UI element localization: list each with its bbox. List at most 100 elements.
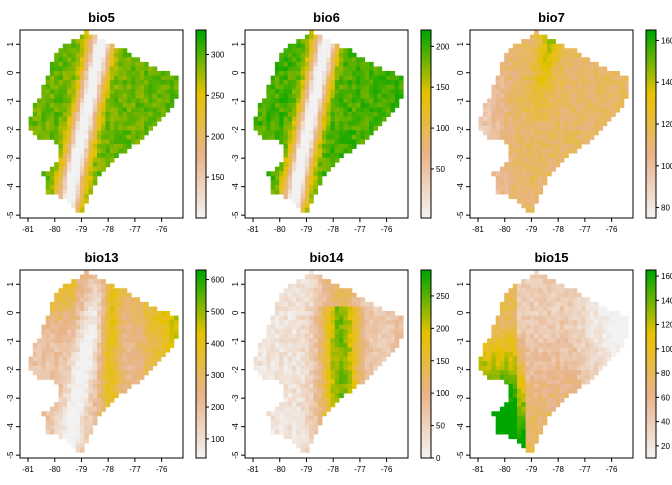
raster-cell [517, 316, 522, 321]
raster-cell [577, 67, 582, 72]
raster-cell [67, 71, 72, 76]
raster-cell [275, 407, 280, 412]
raster-cell [551, 375, 556, 380]
raster-cell [369, 316, 374, 321]
raster-cell [101, 393, 106, 398]
raster-cell [590, 338, 595, 343]
raster-cell [322, 39, 327, 44]
raster-cell [46, 130, 51, 135]
raster-cell [521, 48, 526, 53]
raster-cell [106, 334, 111, 339]
raster-cell [360, 366, 365, 371]
raster-cell [313, 71, 318, 76]
raster-cell [131, 94, 136, 99]
raster-cell [390, 76, 395, 81]
raster-cell [309, 307, 314, 312]
raster-cell [63, 361, 68, 366]
raster-cell [84, 270, 89, 275]
raster-cell [318, 316, 323, 321]
legend-swatch [646, 108, 656, 111]
raster-cell [123, 144, 128, 149]
raster-cell [504, 139, 509, 144]
raster-cell [491, 329, 496, 334]
raster-cell [114, 89, 119, 94]
raster-cell [123, 370, 128, 375]
raster-cell [284, 302, 289, 307]
raster-cell [322, 384, 327, 389]
raster-cell [258, 130, 263, 135]
raster-cell [509, 149, 514, 154]
raster-cell [71, 320, 76, 325]
raster-cell [598, 343, 603, 348]
raster-cell [509, 370, 514, 375]
raster-cell [71, 402, 76, 407]
raster-cell [67, 149, 72, 154]
raster-cell [526, 108, 531, 113]
raster-cell [526, 85, 531, 90]
raster-cell [161, 325, 166, 330]
raster-cell [611, 311, 616, 316]
raster-cell [84, 48, 89, 53]
raster-cell [41, 117, 46, 122]
raster-cell [309, 334, 314, 339]
raster-cell [534, 94, 539, 99]
raster-cell [80, 420, 85, 425]
raster-cell [301, 389, 306, 394]
raster-cell [594, 348, 599, 353]
raster-cell [93, 402, 98, 407]
y-tick-label: -2 [231, 126, 240, 134]
raster-cell [343, 343, 348, 348]
raster-cell [296, 425, 301, 430]
legend-swatch [196, 392, 206, 395]
raster-cell [288, 112, 293, 117]
raster-cell [284, 389, 289, 394]
raster-cell [41, 366, 46, 371]
raster-cell [573, 389, 578, 394]
raster-cell [50, 190, 55, 195]
raster-cell [611, 89, 616, 94]
raster-cell [343, 94, 348, 99]
raster-cell [305, 302, 310, 307]
raster-cell [305, 112, 310, 117]
raster-cell [127, 53, 132, 58]
legend-swatch [646, 118, 656, 121]
raster-cell [620, 320, 625, 325]
raster-cell [309, 158, 314, 163]
raster-cell [131, 361, 136, 366]
raster-cell [114, 384, 119, 389]
raster-cell [491, 348, 496, 353]
raster-cell [556, 112, 561, 117]
raster-cell [560, 316, 565, 321]
raster-cell [500, 316, 505, 321]
raster-cell [517, 126, 522, 131]
raster-cell [534, 139, 539, 144]
legend-swatch [421, 80, 431, 83]
raster-cell [500, 171, 505, 176]
legend-swatch [421, 323, 431, 326]
raster-cell [54, 62, 59, 67]
raster-cell [88, 176, 93, 181]
raster-cell [331, 338, 336, 343]
raster-cell [352, 117, 357, 122]
raster-cell [71, 48, 76, 53]
raster-cell [76, 293, 81, 298]
raster-cell [123, 85, 128, 90]
legend-swatch [421, 367, 431, 370]
raster-cell [127, 135, 132, 140]
raster-cell [279, 293, 284, 298]
raster-cell [165, 311, 170, 316]
raster-cell [71, 329, 76, 334]
raster-cell [598, 103, 603, 108]
raster-cell [573, 149, 578, 154]
raster-cell [93, 384, 98, 389]
raster-cell [378, 316, 383, 321]
raster-cell [585, 297, 590, 302]
raster-cell [322, 343, 327, 348]
raster-cell [611, 334, 616, 339]
raster-cell [174, 80, 179, 85]
raster-cell [135, 57, 140, 62]
raster-cell [530, 357, 535, 362]
raster-cell [538, 126, 543, 131]
raster-cell [76, 126, 81, 131]
raster-cell [288, 288, 293, 293]
